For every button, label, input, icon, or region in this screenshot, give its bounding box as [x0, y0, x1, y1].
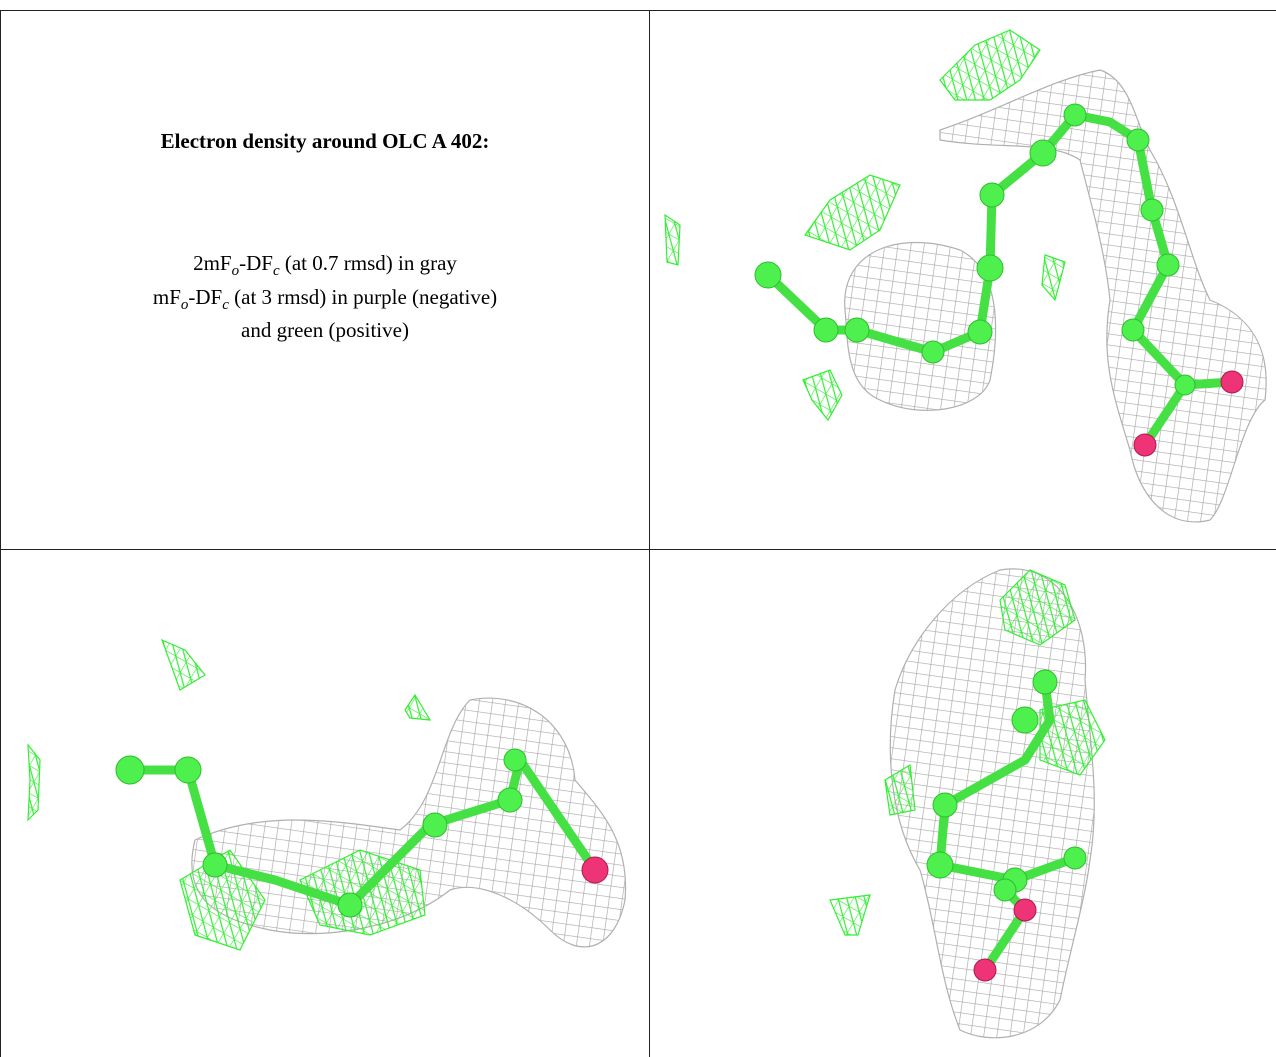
caption-line: and green (positive): [241, 318, 409, 342]
density-view-3: [829, 568, 1106, 1039]
caption-text: 2mF: [193, 251, 232, 275]
caption-title: Electron density around OLC A 402:: [161, 129, 490, 153]
caption-text: (at 3 rmsd) in purple (negative): [229, 285, 497, 309]
caption-text: mF: [153, 285, 181, 309]
grid-frame: [0, 10, 1276, 1057]
caption-text: and green (positive): [241, 318, 409, 342]
subscript: c: [222, 297, 229, 313]
caption-text: -DF: [188, 285, 222, 309]
caption: Electron density around OLC A 402: 2mFo-…: [153, 129, 497, 342]
caption-text: (at 0.7 rmsd) in gray: [280, 251, 458, 275]
subscript: o: [232, 263, 240, 279]
caption-line: 2mFo-DFc (at 0.7 rmsd) in gray: [193, 251, 457, 279]
subscript: o: [181, 297, 189, 313]
caption-line: mFo-DFc (at 3 rmsd) in purple (negative): [153, 285, 497, 313]
density-view-2: [27, 638, 627, 951]
subscript: c: [273, 263, 280, 279]
caption-text: -DF: [239, 251, 273, 275]
density-view-1: [664, 29, 1267, 523]
